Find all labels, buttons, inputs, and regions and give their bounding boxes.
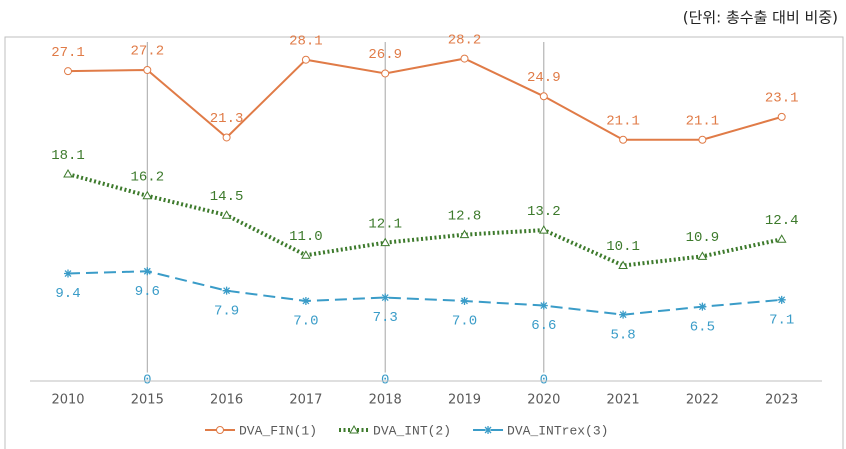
data-label: 12.8 [448,208,482,224]
data-label: 7.1 [769,313,794,329]
series-line [67,270,782,316]
point [222,133,231,142]
data-label: 23.1 [765,91,799,107]
point [776,234,787,243]
unit-note: (단위: 총수출 대비 비중) [683,9,838,27]
data-label: 28.2 [448,32,482,48]
data-label: 26.9 [368,47,402,63]
point [539,92,548,101]
data-label: 7.0 [293,314,318,330]
point [618,260,628,270]
x-tick-label: 2017 [289,393,322,408]
point [459,229,470,239]
legend-item: DVA_INTrex(3) [473,423,608,438]
data-label: 27.2 [130,44,164,60]
point [143,267,152,276]
data-label: 28.1 [289,33,323,49]
point [460,296,469,305]
x-tick-label: 2020 [527,393,560,408]
data-label: 21.1 [606,113,640,129]
point [64,67,72,76]
x-tick-label: 2022 [686,393,719,408]
data-label: 10.9 [686,230,720,246]
point [301,55,310,64]
data-label: 5.8 [610,327,635,343]
point [460,54,469,63]
point [777,112,786,121]
data-label: 14.5 [210,189,244,205]
point [142,190,153,200]
point [619,135,628,144]
point [143,66,152,75]
point [381,293,390,302]
point [777,295,786,304]
x-tick-label: 2018 [369,393,402,408]
point [64,269,72,278]
point [216,426,224,434]
plot-frame [4,36,844,449]
data-label: 10.1 [606,239,640,255]
data-label: 7.3 [373,310,398,326]
point [619,310,628,319]
legend-label: DVA_FIN(1) [239,423,317,438]
point [63,169,73,178]
data-label: 11.0 [289,229,323,245]
point [698,135,707,144]
series-line [67,57,782,141]
x-tick-label: 2019 [448,393,481,408]
point [381,69,390,78]
x-tick-label: 2021 [607,393,640,408]
data-label: 9.6 [135,284,160,300]
data-label: 24.9 [527,70,561,86]
data-label: 21.1 [686,113,720,129]
data-label: 6.6 [531,318,556,334]
data-label: 6.5 [690,319,715,335]
data-label: 7.0 [452,314,477,330]
x-tick-label: 2023 [765,393,798,408]
data-label: 12.4 [765,213,799,229]
point [349,424,359,434]
data-label: 13.2 [527,204,561,220]
x-tick-label: 2010 [51,393,84,408]
x-tick-label: 2015 [131,393,164,408]
point [301,296,310,305]
point [539,301,548,310]
data-label: 21.3 [210,111,244,127]
point [221,210,232,219]
point [222,286,231,295]
point [484,426,493,434]
data-label: 7.9 [214,303,239,319]
data-label: 16.2 [130,169,164,185]
data-label: 9.4 [55,286,80,302]
legend-label: DVA_INT(2) [373,423,451,438]
legend-item: DVA_INT(2) [339,423,451,438]
point [697,251,708,260]
legend-label: DVA_INTrex(3) [507,423,608,438]
data-label: 27.1 [51,45,85,61]
data-label: 18.1 [51,148,85,164]
point [698,302,707,311]
legend-item: DVA_FIN(1) [205,423,317,438]
point [538,225,549,234]
point [380,237,391,247]
data-label: 12.1 [368,216,402,232]
point [301,250,311,259]
series-line [67,172,783,268]
x-tick-label: 2016 [210,393,243,408]
